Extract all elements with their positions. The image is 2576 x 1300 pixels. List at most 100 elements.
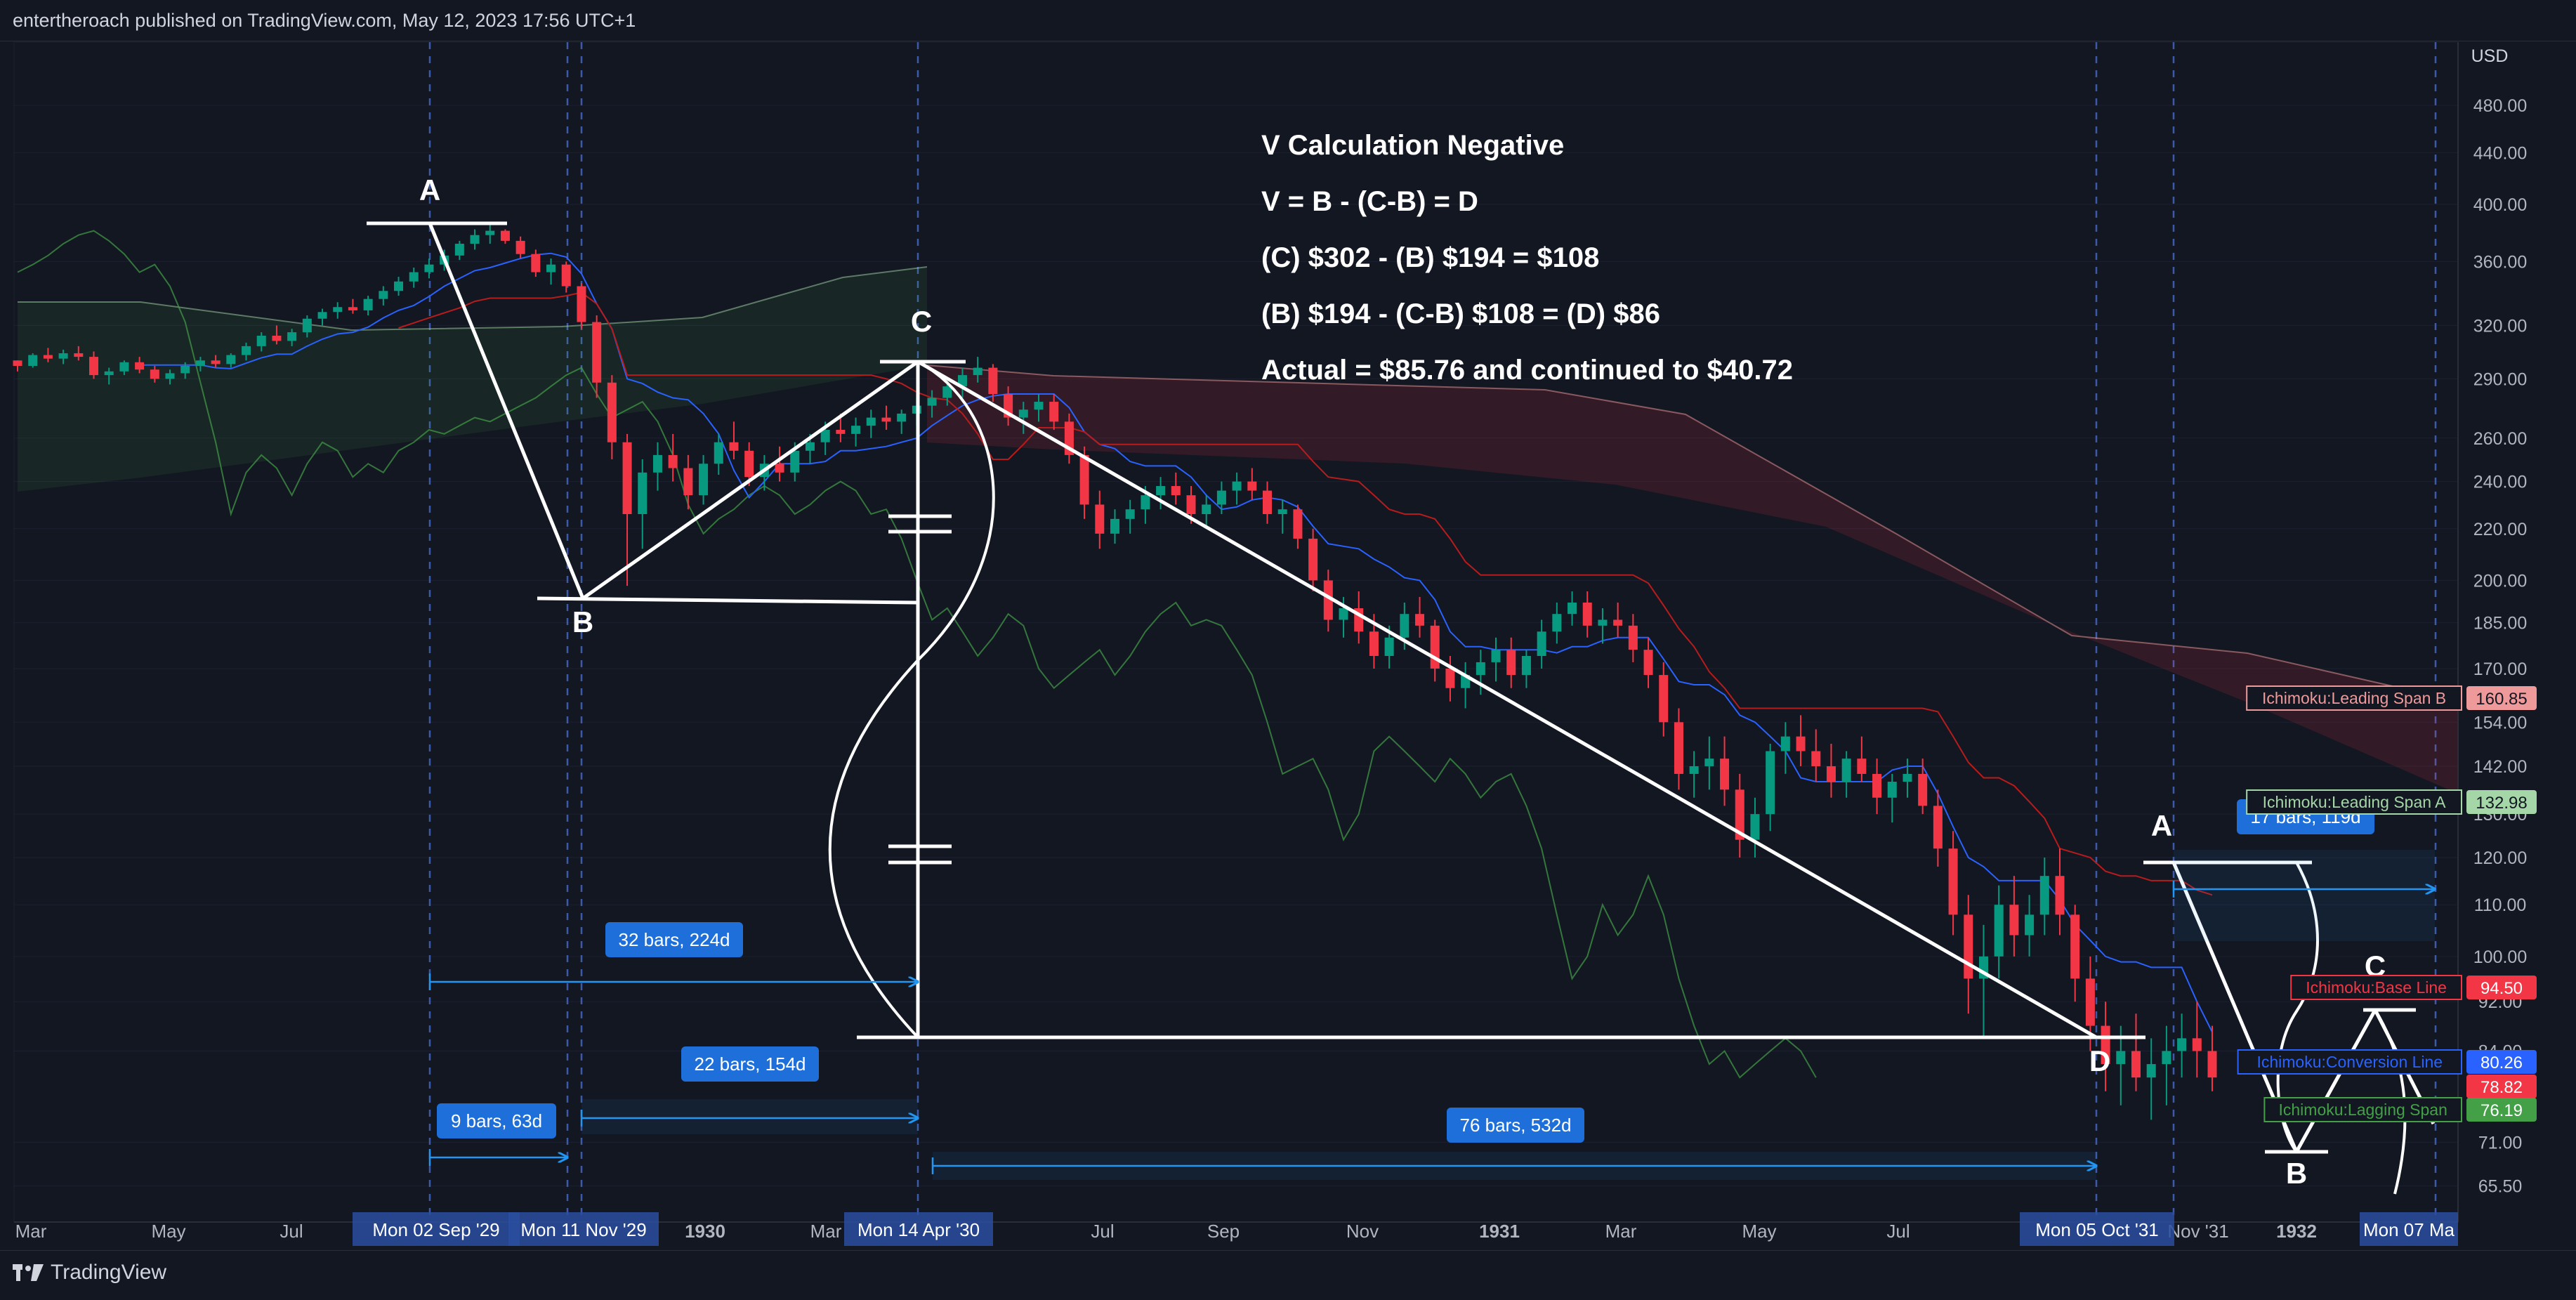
candle-body[interactable] [2055,876,2065,915]
candle-body[interactable] [2162,1051,2171,1065]
candle-body[interactable] [348,307,357,310]
candle-body[interactable] [1141,495,1150,510]
candle-body[interactable] [1430,625,1440,669]
candle-body[interactable] [1537,631,1546,656]
candle-body[interactable] [1110,518,1120,534]
candle-body[interactable] [1994,905,2004,957]
candle-body[interactable] [531,254,541,273]
candle-body[interactable] [638,472,648,515]
candle-body[interactable] [1171,486,1181,496]
candle-body[interactable] [1293,509,1303,539]
candle-body[interactable] [683,468,693,496]
candle-body[interactable] [409,272,419,282]
candle-body[interactable] [1323,580,1333,620]
candle-body[interactable] [2146,1064,2156,1078]
candle-body[interactable] [1674,722,1683,774]
candle-body[interactable] [1263,490,1273,515]
candle-body[interactable] [2101,1025,2110,1065]
candle-body[interactable] [195,360,205,366]
candle-body[interactable] [1506,650,1516,676]
candle-body[interactable] [1125,509,1135,519]
candle-body[interactable] [699,464,709,496]
candle-body[interactable] [881,417,891,422]
bc-leg-line[interactable] [581,360,919,600]
candle-body[interactable] [1933,806,1943,849]
candle-body[interactable] [2025,914,2035,935]
candle-body[interactable] [470,235,480,244]
candle-body[interactable] [379,291,388,299]
candle-body[interactable] [592,322,602,383]
candle-body[interactable] [43,355,53,359]
candle-body[interactable] [88,357,99,376]
b-level-line[interactable] [537,596,919,605]
v-curve-line[interactable] [828,360,995,1039]
candle-body[interactable] [317,312,327,319]
candle-body[interactable] [927,398,937,406]
candle-body[interactable] [607,382,617,442]
candle-body[interactable] [1948,848,1958,915]
candle-body[interactable] [1720,759,1730,790]
ab2-leg-line[interactable] [2171,862,2299,1153]
candle-body[interactable] [1643,650,1653,676]
measure-box[interactable] [437,1103,556,1138]
candle-body[interactable] [1369,631,1379,656]
candle-body[interactable] [150,369,159,379]
candle-body[interactable] [912,405,921,414]
candle-body[interactable] [119,362,129,372]
candle-body[interactable] [1308,538,1318,581]
candle-body[interactable] [1613,619,1623,626]
candle-body[interactable] [440,255,449,265]
measure-box[interactable] [1447,1108,1584,1143]
candle-body[interactable] [820,429,830,442]
candle-body[interactable] [165,373,175,379]
candle-body[interactable] [2039,876,2049,915]
candle-body[interactable] [957,375,967,387]
candle-body[interactable] [1491,650,1501,662]
candle-body[interactable] [515,240,525,254]
candle-body[interactable] [1918,773,1928,806]
candle-body[interactable] [973,367,983,376]
chart-pane[interactable] [13,41,2459,1223]
candle-body[interactable] [2085,978,2095,1026]
candle-body[interactable] [302,318,312,333]
candle-body[interactable] [1476,662,1485,676]
candle-body[interactable] [2116,1051,2126,1065]
measure-box[interactable] [681,1046,819,1082]
v3-curve-line[interactable] [2374,1009,2407,1195]
ab-leg-line[interactable] [428,223,585,599]
candle-body[interactable] [1826,766,1836,782]
candle-body[interactable] [1018,409,1028,418]
candle-body[interactable] [1735,789,1744,840]
candle-body[interactable] [2070,914,2080,979]
candle-body[interactable] [1079,454,1089,505]
candle-body[interactable] [1568,602,1577,615]
candle-body[interactable] [272,335,282,341]
candle-body[interactable] [13,360,22,366]
measure-box[interactable] [2237,799,2374,834]
candle-body[interactable] [714,442,723,464]
candle-body[interactable] [226,355,236,365]
candle-body[interactable] [287,332,297,341]
candle-body[interactable] [1521,655,1531,676]
candle-body[interactable] [1415,614,1425,626]
candle-body[interactable] [1216,490,1226,505]
candle-body[interactable] [394,281,404,291]
candle-body[interactable] [2009,905,2019,935]
candle-body[interactable] [729,442,739,451]
candle-body[interactable] [2192,1038,2202,1051]
candle-body[interactable] [1766,751,1775,815]
candle-body[interactable] [668,454,678,468]
candle-body[interactable] [1811,751,1821,766]
candle-body[interactable] [333,307,343,313]
candle-body[interactable] [790,450,800,473]
candle-body[interactable] [1628,625,1638,650]
candle-body[interactable] [1064,421,1074,455]
candle-body[interactable] [1400,614,1409,638]
candle-body[interactable] [1095,504,1105,534]
candle-body[interactable] [500,230,510,241]
candle-body[interactable] [180,365,190,374]
measure-box[interactable] [605,922,743,957]
candle-body[interactable] [1598,619,1608,626]
candle-body[interactable] [1689,766,1699,774]
